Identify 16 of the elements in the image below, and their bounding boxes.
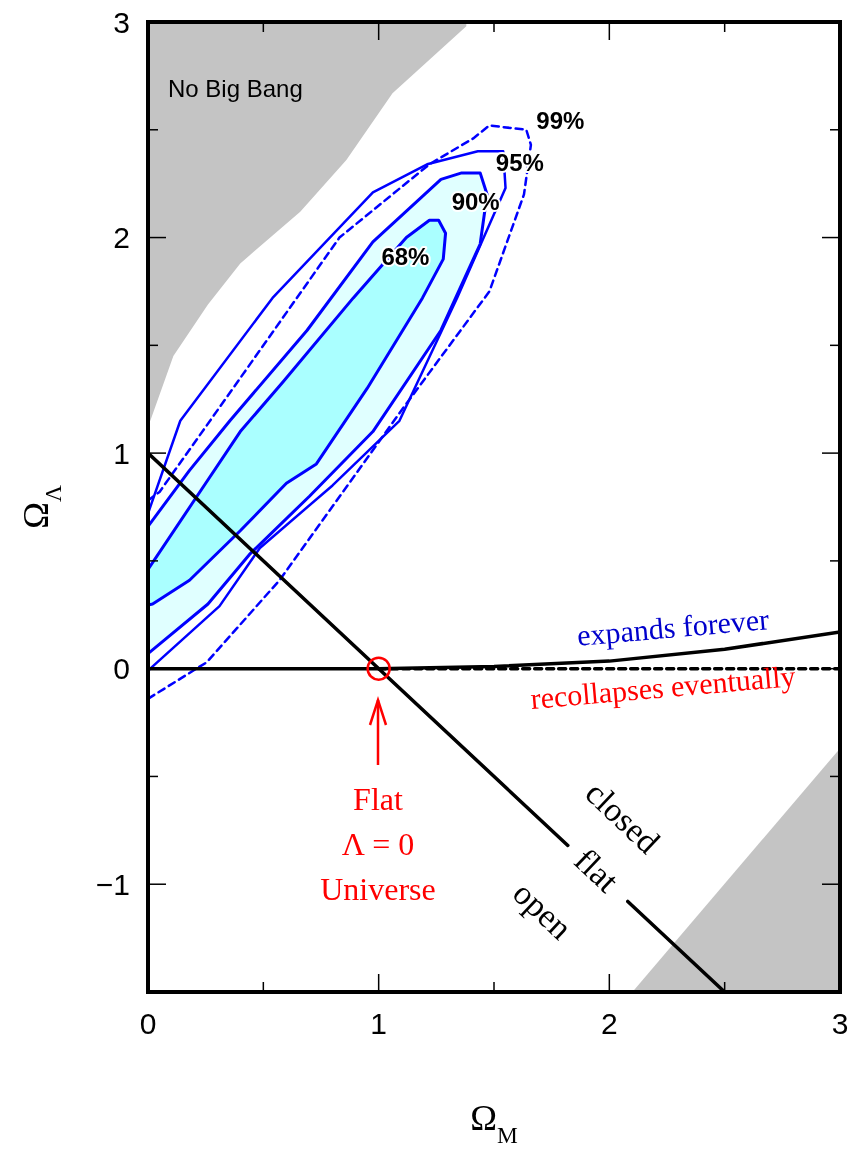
x-axis-title: Ω$_{M}$: [470, 1098, 518, 1148]
y-tick-label: 3: [113, 5, 130, 39]
y-tick-label: 2: [113, 221, 130, 255]
x-tick-label: 3: [831, 1007, 849, 1040]
x-tick-label: 2: [600, 1007, 618, 1040]
annotation: recollapses eventually: [529, 658, 797, 716]
y-tick-label: 0: [113, 652, 130, 686]
series-label: 99%: [536, 106, 585, 134]
x-tick-label: 1: [370, 1007, 388, 1040]
annotation: expands forever: [575, 602, 771, 652]
x-tick-label: 0: [139, 1007, 157, 1040]
y-tick-label: 1: [113, 436, 130, 470]
annotation: Flat Λ = 0 Universe: [320, 781, 436, 907]
series-label: No Big Bang: [168, 75, 303, 102]
y-tick-label: −1: [95, 867, 130, 901]
annotation: open: [506, 874, 580, 947]
